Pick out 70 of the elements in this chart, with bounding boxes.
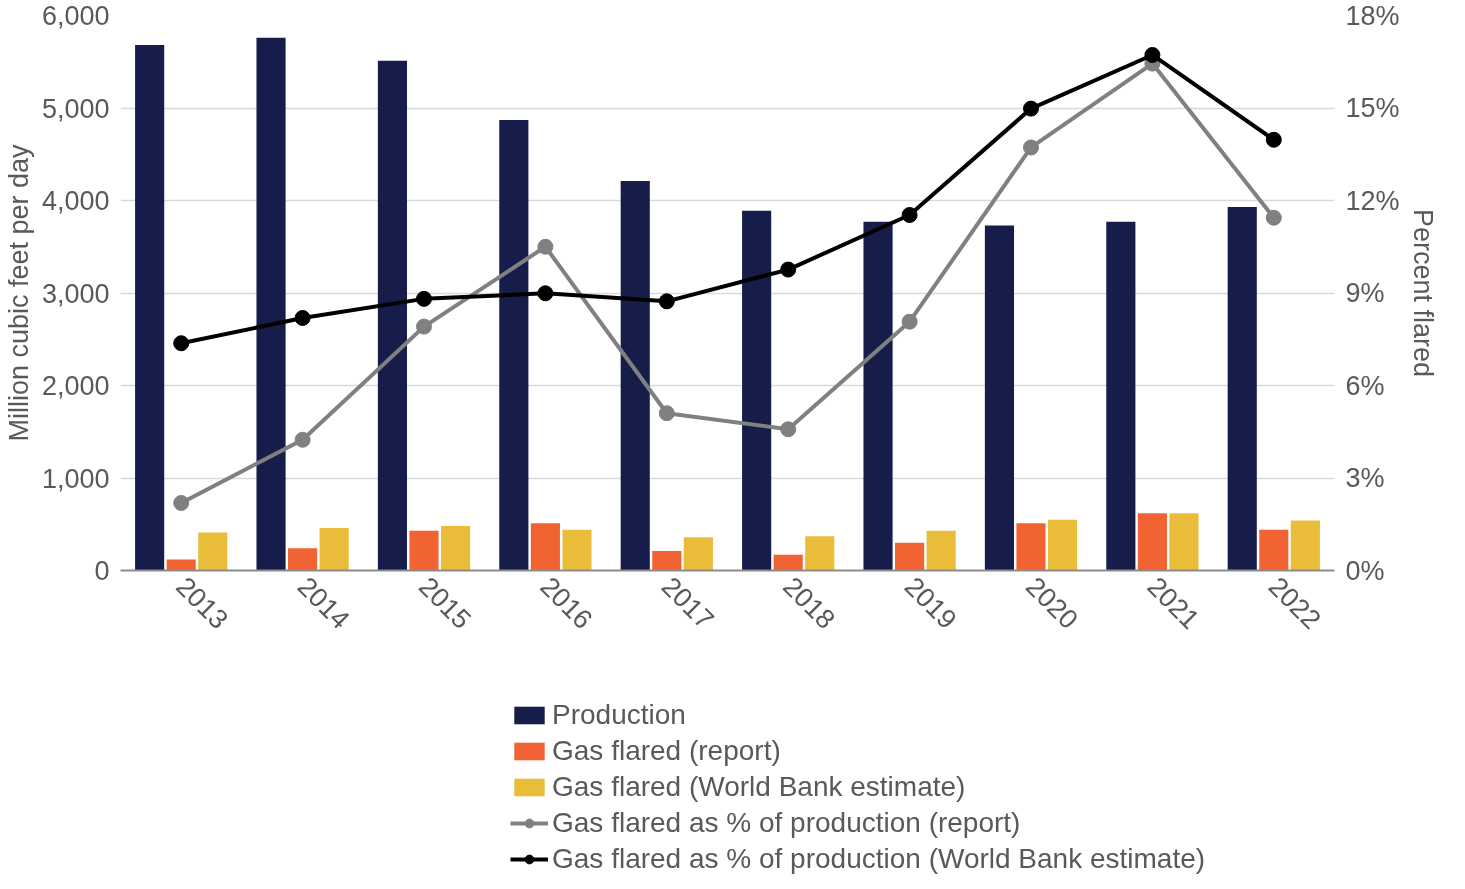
y-axis-title: Million cubic feet per day (3, 143, 34, 442)
point (173, 494, 190, 511)
bar (1169, 513, 1199, 571)
point (1023, 139, 1039, 156)
y2-tick-label: 9% (1345, 278, 1385, 308)
legend-label: Gas flared as % of production (World Bank estimate) (552, 843, 1206, 875)
legend-label: Gas flared (report) (552, 735, 781, 767)
bar (805, 536, 835, 571)
bar (984, 225, 1014, 571)
bar (773, 554, 803, 571)
y2-axis-title: Percent flared (1407, 208, 1438, 378)
bar (652, 551, 682, 571)
bar (1106, 221, 1136, 571)
y-tick-label: 3,000 (41, 278, 110, 309)
legend-label: Gas flared as % of production (report) (552, 807, 1021, 839)
y-tick-label: 2,000 (41, 371, 110, 401)
y-tick-label: 0 (94, 556, 110, 586)
bar (319, 527, 349, 571)
bar (620, 181, 650, 571)
legend-label: Gas flared (World Bank estimate) (552, 771, 966, 803)
y2-tick-label: 15% (1345, 93, 1400, 123)
legend-label: Production (552, 699, 686, 731)
bar (742, 210, 772, 571)
y2-tick-label: 0% (1345, 555, 1385, 586)
bar (863, 221, 893, 571)
point (780, 421, 797, 438)
point (294, 309, 311, 326)
bar (1016, 523, 1046, 571)
point (537, 238, 554, 255)
y-tick-label: 6,000 (41, 1, 110, 31)
point (173, 335, 190, 352)
bar (1048, 519, 1078, 571)
y2-tick-label: 12% (1345, 185, 1400, 216)
point (416, 318, 432, 335)
point (416, 290, 432, 307)
point (1144, 46, 1161, 63)
point (901, 207, 918, 223)
point (901, 313, 918, 330)
point (1023, 100, 1039, 117)
bar (135, 45, 165, 571)
y2-tick-label: 3% (1345, 463, 1385, 493)
y-tick-label: 5,000 (41, 93, 110, 124)
point (537, 285, 554, 302)
bar (198, 532, 228, 571)
point (1265, 131, 1282, 148)
bar (441, 526, 471, 571)
point (1265, 209, 1282, 226)
y2-tick-label: 18% (1345, 0, 1400, 31)
y-tick-label: 4,000 (41, 186, 110, 216)
bar (166, 559, 196, 571)
bar (409, 530, 439, 571)
y2-tick-label: 6% (1345, 370, 1385, 401)
bar (1259, 529, 1289, 571)
bar (256, 37, 286, 571)
bar (1137, 513, 1167, 571)
bar (1290, 520, 1320, 571)
point (658, 405, 675, 422)
bar (895, 542, 925, 571)
point (658, 293, 675, 310)
point (780, 261, 797, 278)
point (294, 431, 311, 448)
bar (288, 548, 318, 571)
y-tick-label: 1,000 (41, 463, 110, 494)
bar (530, 523, 560, 571)
bar (683, 537, 713, 571)
bar (1227, 206, 1257, 571)
bar (377, 60, 407, 571)
bar (926, 530, 956, 571)
bar (499, 120, 529, 571)
bar (562, 529, 592, 571)
